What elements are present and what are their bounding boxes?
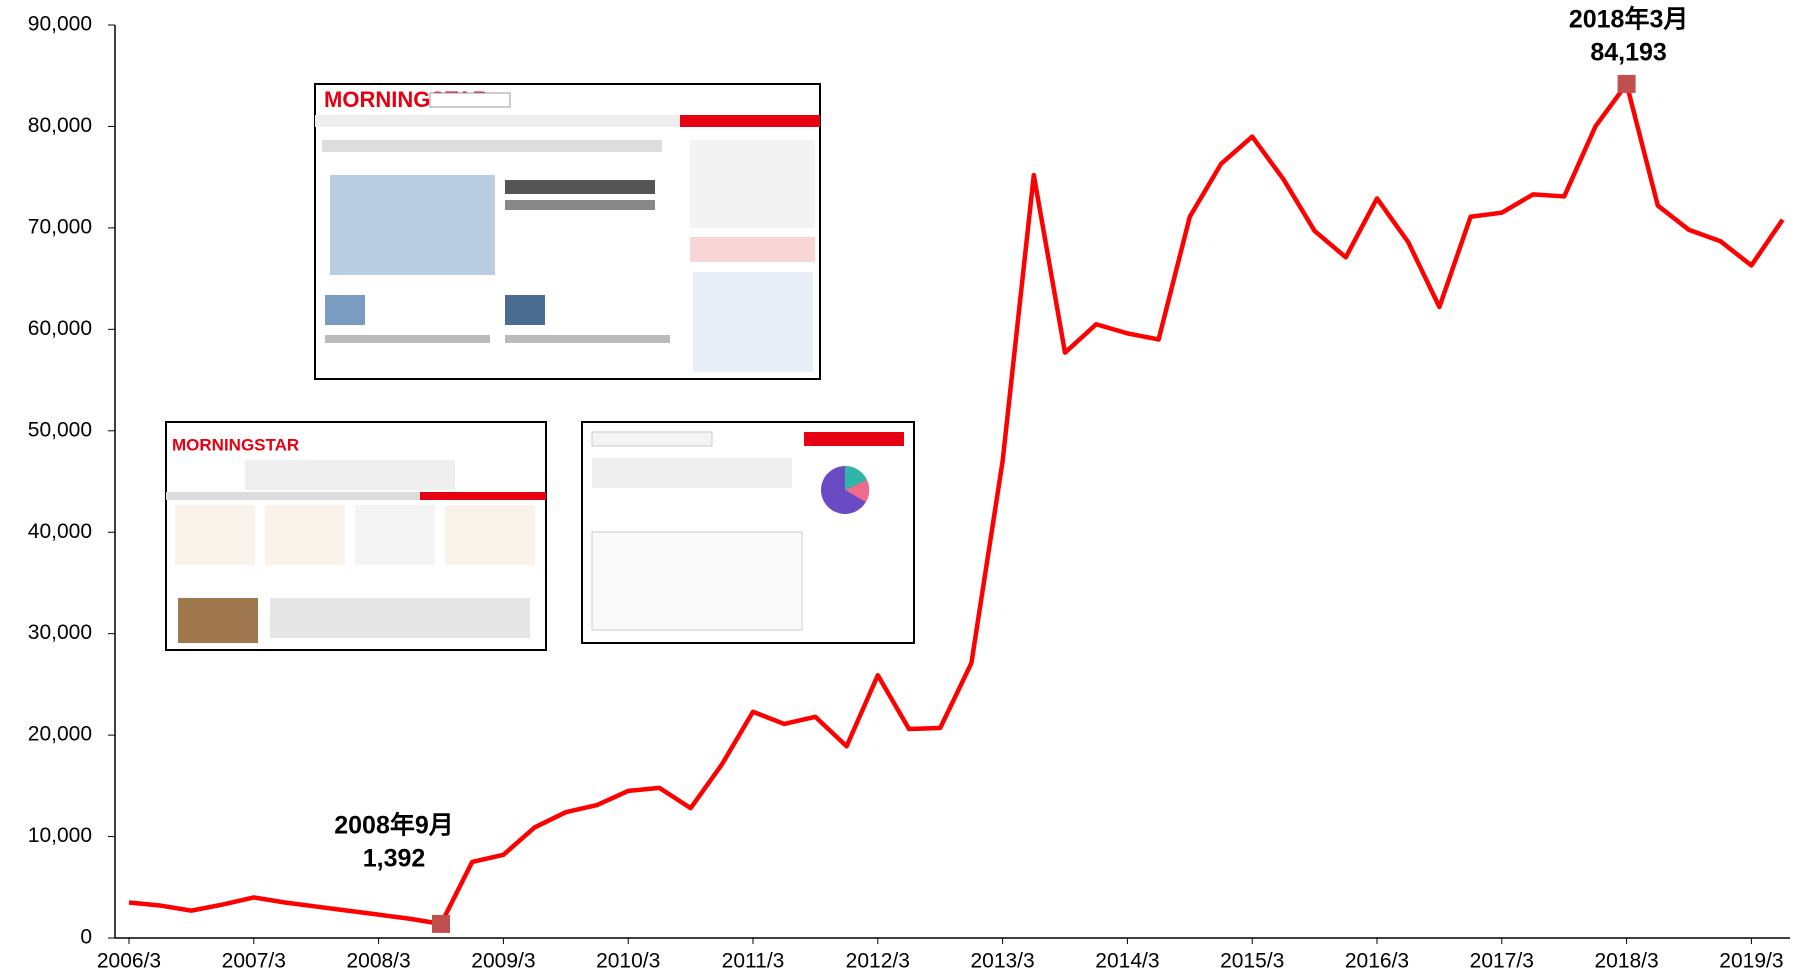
x-tick-label: 2012/3 xyxy=(846,950,910,973)
inset-screenshot: MORNINGSTAR xyxy=(166,422,546,650)
value-label: 1,392 xyxy=(363,844,426,872)
y-tick-label: 30,000 xyxy=(28,621,92,644)
x-tick-label: 2009/3 xyxy=(471,950,535,973)
point-label: 2018年3月 xyxy=(1569,5,1689,34)
x-tick-label: 2008/3 xyxy=(346,950,410,973)
x-tick-label: 2017/3 xyxy=(1470,950,1534,973)
point-label: 2008年9月 xyxy=(334,810,454,839)
x-tick-label: 2019/3 xyxy=(1719,950,1783,973)
marker xyxy=(432,915,450,933)
y-tick-label: 60,000 xyxy=(28,317,92,340)
y-tick-label: 10,000 xyxy=(28,824,92,847)
y-tick-label: 50,000 xyxy=(28,418,92,441)
y-tick-label: 20,000 xyxy=(28,723,92,746)
x-tick-label: 2013/3 xyxy=(970,950,1034,973)
y-tick-label: 90,000 xyxy=(28,13,92,36)
y-tick-label: 80,000 xyxy=(28,114,92,137)
x-tick-label: 2016/3 xyxy=(1345,950,1409,973)
x-tick-label: 2011/3 xyxy=(722,950,785,973)
inset-screenshot xyxy=(582,422,914,643)
x-tick-label: 2010/3 xyxy=(596,950,660,973)
y-tick-label: 70,000 xyxy=(28,215,92,238)
logo: MORNINGSTAR xyxy=(172,435,299,454)
value-label: 84,193 xyxy=(1590,39,1666,67)
x-tick-label: 2006/3 xyxy=(97,950,161,973)
x-tick-label: 2007/3 xyxy=(222,950,286,973)
x-tick-label: 2014/3 xyxy=(1095,950,1159,973)
chart: MORNINGSTAR MORNINGSTAR xyxy=(0,0,1802,980)
inset-screenshot: MORNINGSTAR xyxy=(315,84,820,379)
y-tick-label: 40,000 xyxy=(28,520,92,543)
marker xyxy=(1618,75,1636,93)
x-tick-label: 2015/3 xyxy=(1220,950,1284,973)
y-tick-label: 0 xyxy=(80,926,92,949)
x-tick-label: 2018/3 xyxy=(1594,950,1658,973)
